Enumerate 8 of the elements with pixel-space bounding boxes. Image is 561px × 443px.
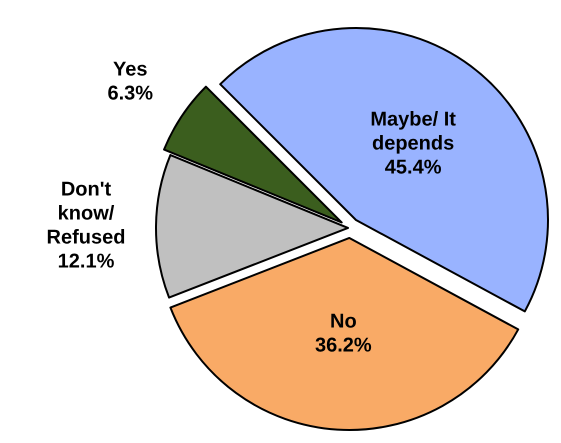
slice-label: No [330, 310, 357, 332]
slice-label: Maybe/ It depends [370, 108, 456, 154]
slice-label: Don't know/ Refused [46, 178, 126, 249]
data-label: 6.3% [107, 82, 154, 105]
slice-label: Yes [113, 58, 148, 81]
data-label: 36.2% [315, 334, 372, 356]
data-label: 45.4% [384, 156, 442, 178]
data-label: 12.1% [58, 250, 115, 273]
